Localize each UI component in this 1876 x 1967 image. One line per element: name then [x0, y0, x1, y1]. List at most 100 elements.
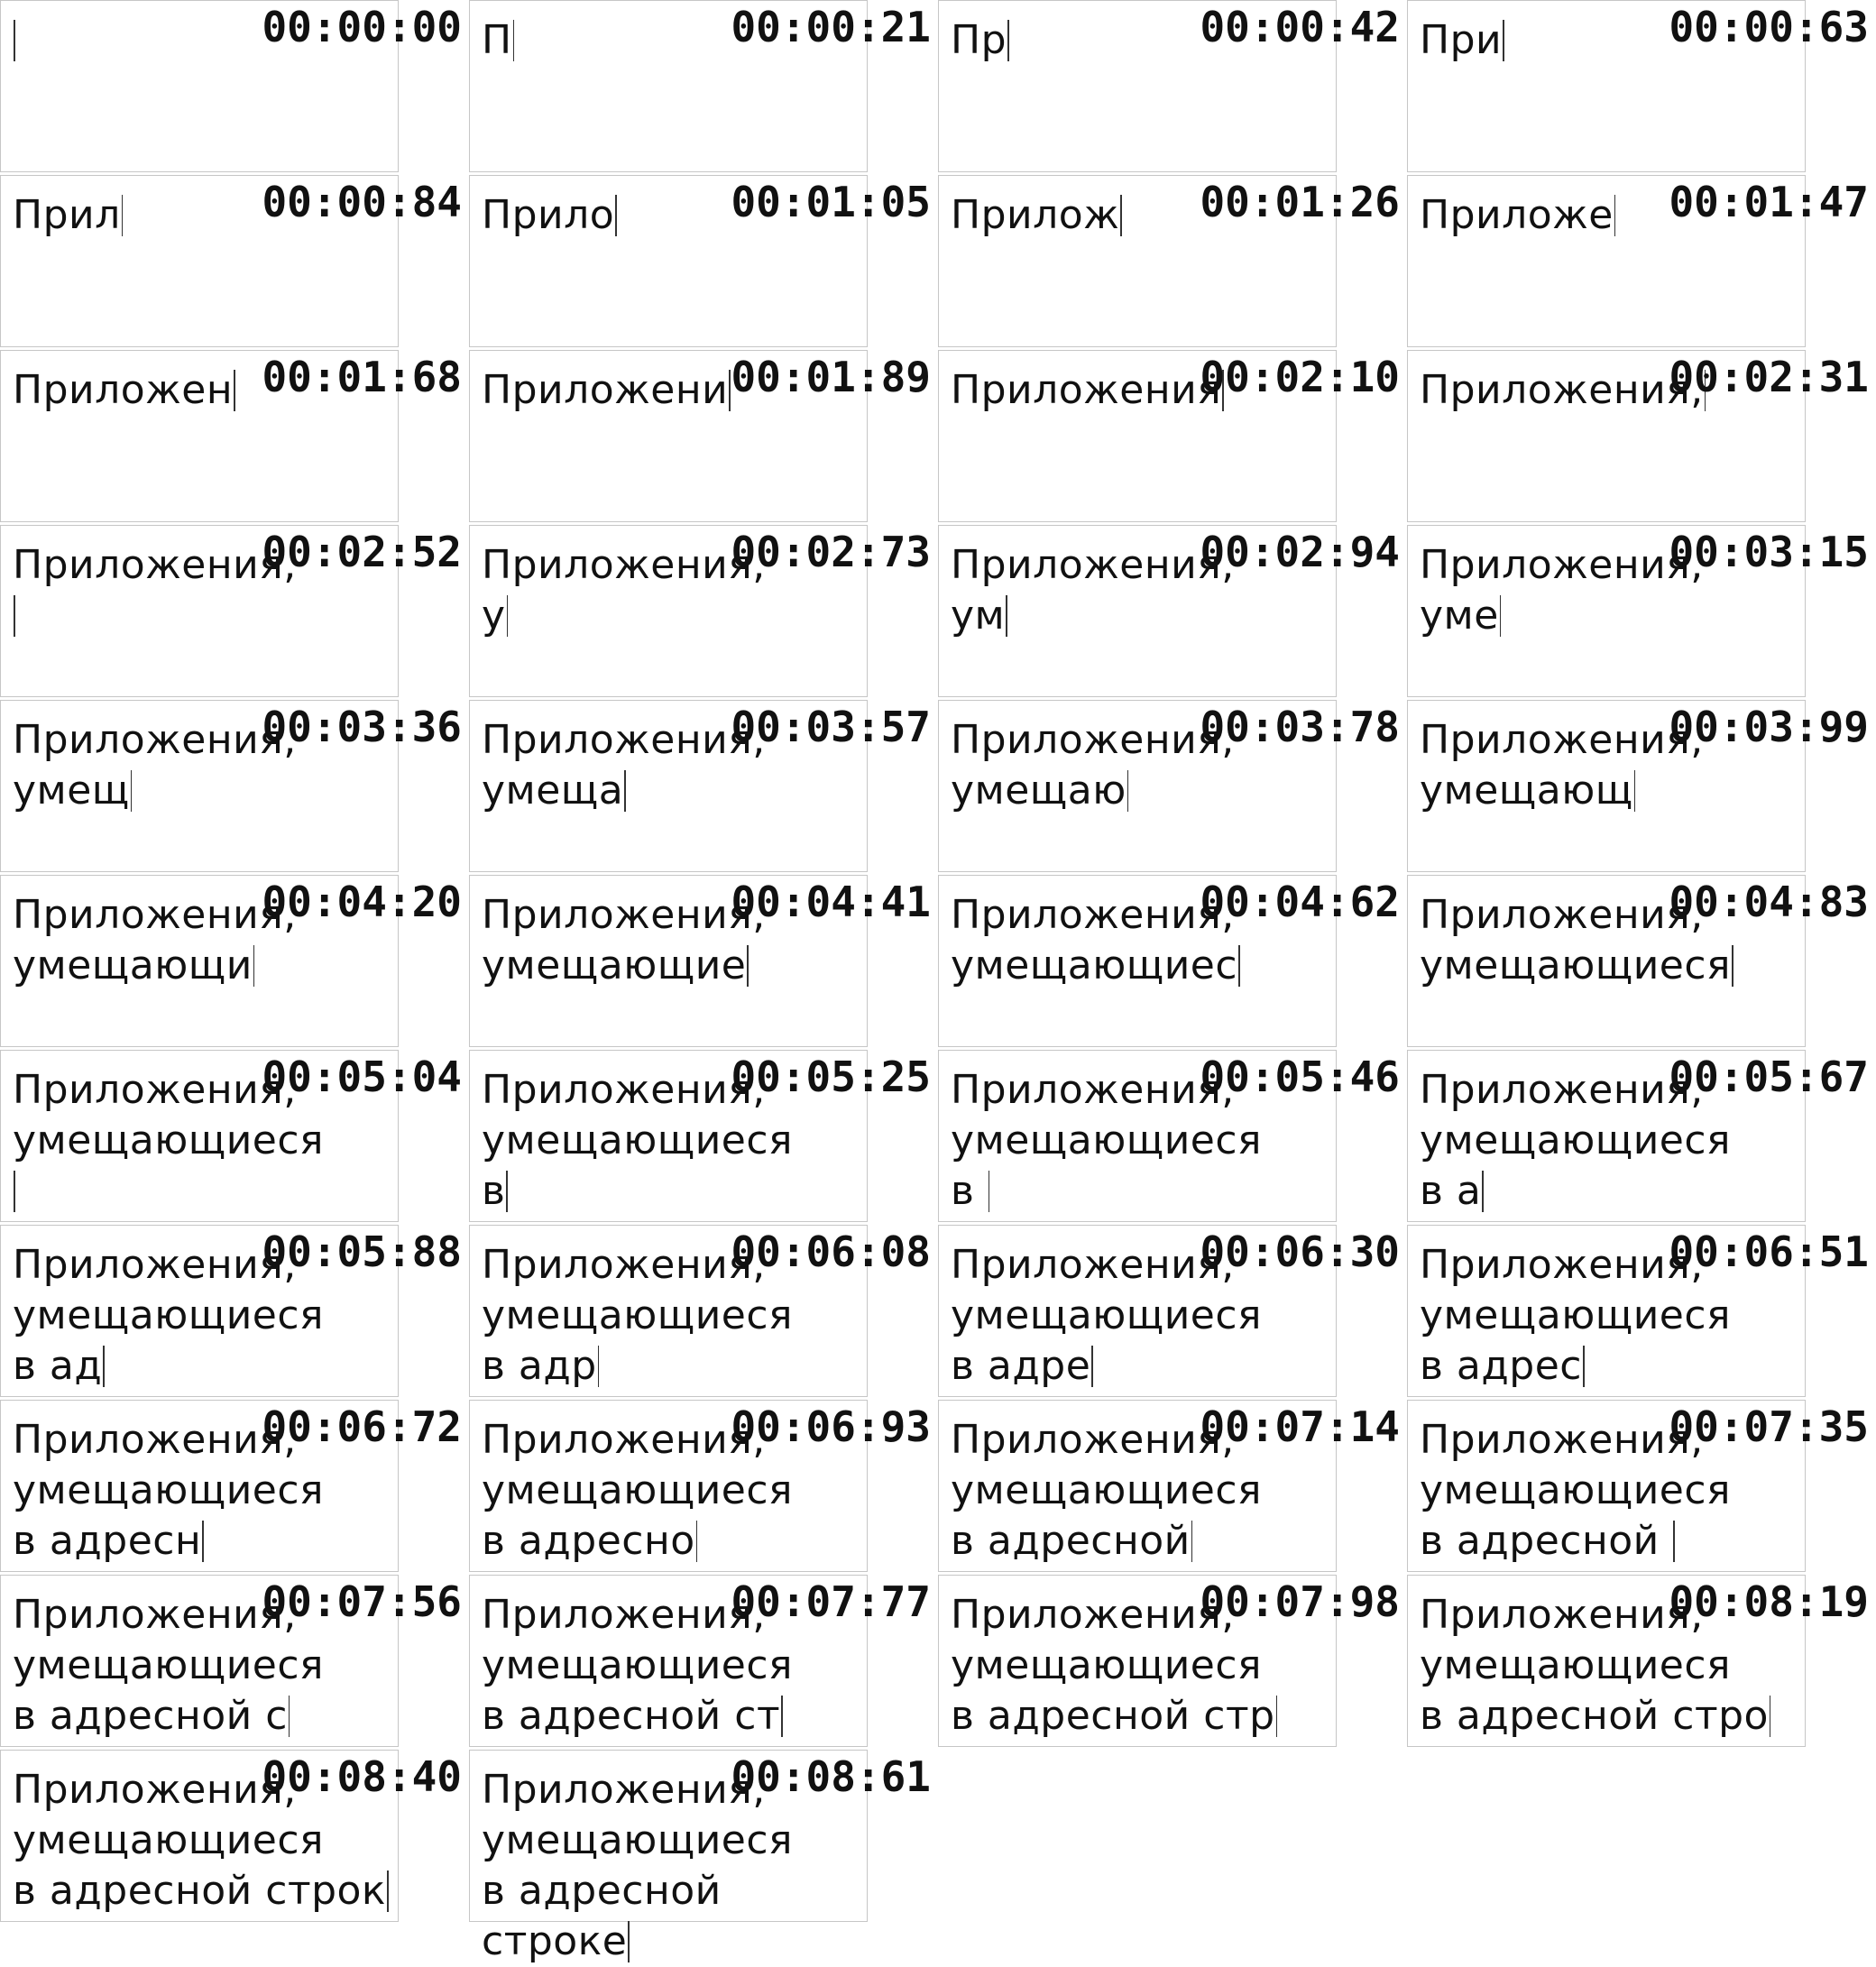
text-input-box[interactable]: Приложения, умещающиеся в адре	[938, 1225, 1337, 1397]
text-input-box[interactable]: Приложения, умещающиеся в адр	[469, 1225, 868, 1397]
text-input-box[interactable]: Приложен	[0, 350, 399, 522]
timestamp-label: 00:06:08	[731, 1227, 931, 1276]
text-input-box[interactable]: Приложения, умещ	[0, 700, 399, 872]
text-input-box[interactable]: П	[469, 0, 868, 172]
text-input-box[interactable]: Приложения, умещающиеся в а	[1407, 1050, 1806, 1222]
text-caret	[1191, 1521, 1193, 1562]
typed-text: Приложе	[1420, 190, 1807, 241]
text-input-box[interactable]: Приложения,	[0, 525, 399, 697]
timestamp-label: 00:04:83	[1669, 878, 1869, 926]
frame-cell: Приложения, умещающиеся в адрес 00:06:51	[1407, 1225, 1876, 1400]
text-input-box[interactable]: Приложения, умещающиеся в адресной стр	[938, 1575, 1337, 1747]
text-input-box[interactable]: Приложения, умещающиес	[938, 875, 1337, 1047]
text-input-box[interactable]: Приложения, умещающиеся в адресно	[469, 1400, 868, 1572]
frame-cell: Приложения, уме 00:03:15	[1407, 525, 1876, 700]
text-input-box[interactable]: Приложе	[1407, 175, 1806, 347]
text-input-box[interactable]: Приложения, умещающиеся в	[938, 1050, 1337, 1222]
timestamp-label: 00:02:52	[262, 528, 462, 576]
typed-text-content: Приложения, умещающиеся в адресной строк…	[482, 1767, 794, 1964]
text-input-box[interactable]: Приложения	[938, 350, 1337, 522]
text-caret	[1006, 595, 1007, 637]
text-input-box[interactable]: При	[1407, 0, 1806, 172]
timestamp-label: 00:03:36	[262, 703, 462, 751]
timestamp-label: 00:02:94	[1200, 528, 1400, 576]
text-input-box[interactable]: Приложения, умещающиеся в адресн	[0, 1400, 399, 1572]
timestamp-label: 00:08:19	[1669, 1577, 1869, 1626]
text-input-box[interactable]: Приложения, умещающиеся в адресной	[938, 1400, 1337, 1572]
typed-text: Приложения, уме	[1420, 540, 1807, 641]
timestamp-label: 00:06:72	[262, 1402, 462, 1451]
typed-text-content: Приложения, ум	[951, 542, 1235, 639]
timestamp-label: 00:06:93	[731, 1402, 931, 1451]
text-input-box[interactable]: Приложения, умещающиеся	[0, 1050, 399, 1222]
text-input-box[interactable]: Приложения, умещающи	[0, 875, 399, 1047]
frame-cell: Приложения, умещаю 00:03:78	[938, 700, 1407, 875]
typed-text-content: Приложения, уме	[1420, 542, 1704, 639]
typed-text: При	[1420, 15, 1807, 66]
text-input-box[interactable]: Приложения, умещающиеся в адресной ст	[469, 1575, 868, 1747]
timestamp-label: 00:03:78	[1200, 703, 1400, 751]
text-input-box[interactable]: Приложения, умещающиеся в адрес	[1407, 1225, 1806, 1397]
frame-cell: Приложения, умещающиеся в адресной стр 00…	[938, 1575, 1407, 1750]
typed-text	[13, 15, 400, 66]
text-caret	[1120, 195, 1122, 236]
timestamp-label: 00:05:46	[1200, 1052, 1400, 1101]
text-input-box[interactable]: Приложения,	[1407, 350, 1806, 522]
text-caret	[1673, 1521, 1675, 1562]
typed-text: Приложения, умещ	[13, 715, 400, 816]
typed-text-content: Приложения, умеща	[482, 717, 766, 813]
text-input-box[interactable]: Приложени	[469, 350, 868, 522]
frame-cell: При 00:00:63	[1407, 0, 1876, 175]
typed-text: П	[482, 15, 869, 66]
text-input-box[interactable]: Приложения, ум	[938, 525, 1337, 697]
text-input-box[interactable]: Приложения, умещающиеся в адресной строк	[0, 1750, 399, 1922]
text-caret	[130, 770, 133, 812]
text-input-box[interactable]: Приложения, умеща	[469, 700, 868, 872]
text-input-box[interactable]: Прилож	[938, 175, 1337, 347]
frame-cell: Приложения, умещающиеся в адре 00:06:30	[938, 1225, 1407, 1400]
frame-cell: Приложе 00:01:47	[1407, 175, 1876, 350]
typed-text: Приложения, ум	[951, 540, 1338, 641]
text-input-box[interactable]: Приложения, умещающиеся в адресной строк…	[469, 1750, 868, 1964]
timestamp-label: 00:04:41	[731, 878, 931, 926]
frame-cell: Приложения, умещающиеся в адресной ст 00:…	[469, 1575, 938, 1750]
text-input-box[interactable]: Приложения, умещающие	[469, 875, 868, 1047]
typed-text: Приложения, умещающиеся в адресной	[1420, 1415, 1807, 1567]
text-caret	[1222, 370, 1224, 411]
text-caret	[14, 20, 15, 61]
typed-text: Приложен	[13, 365, 400, 416]
text-caret	[628, 1921, 630, 1962]
typed-text: Приложения, умещающие	[482, 890, 869, 991]
text-caret	[988, 1171, 990, 1212]
frame-cell: Прил 00:00:84	[0, 175, 469, 350]
typed-text: Приложения	[951, 365, 1338, 416]
text-input-box[interactable]: Приложения, умещающиеся	[1407, 875, 1806, 1047]
typed-text: Приложения, умещающиеся в адресной с	[13, 1590, 400, 1742]
text-input-box[interactable]: Прил	[0, 175, 399, 347]
timestamp-label: 00:04:20	[262, 878, 462, 926]
typed-text: Прил	[13, 190, 400, 241]
typed-text-content: Приложен	[13, 367, 234, 413]
text-input-box[interactable]: Приложения, умещаю	[938, 700, 1337, 872]
typed-text-content: Приложения, умещающ	[1420, 717, 1704, 813]
text-input-box[interactable]: Приложения, умещающиеся в адресной стро	[1407, 1575, 1806, 1747]
timestamp-label: 00:00:84	[262, 178, 462, 226]
text-input-box[interactable]	[0, 0, 399, 172]
text-caret	[253, 945, 255, 987]
text-caret	[1732, 945, 1733, 987]
text-input-box[interactable]: Приложения, умещающ	[1407, 700, 1806, 872]
text-caret	[288, 1696, 290, 1737]
frame-cell: Приложения, умещающиеся 00:04:83	[1407, 875, 1876, 1050]
text-input-box[interactable]: Приложения, умещающиеся в ад	[0, 1225, 399, 1397]
text-input-box[interactable]: Прило	[469, 175, 868, 347]
text-input-box[interactable]: Приложения, умещающиеся в	[469, 1050, 868, 1222]
text-input-box[interactable]: Приложения, у	[469, 525, 868, 697]
text-input-box[interactable]: Приложения, умещающиеся в адресной	[1407, 1400, 1806, 1572]
text-input-box[interactable]: Пр	[938, 0, 1337, 172]
text-input-box[interactable]: Приложения, уме	[1407, 525, 1806, 697]
typed-text-content: Приложения, умещающиеся в адресной	[951, 1417, 1263, 1564]
text-input-box[interactable]: Приложения, умещающиеся в адресной с	[0, 1575, 399, 1747]
frame-cell: Приложения, умещающ 00:03:99	[1407, 700, 1876, 875]
timestamp-label: 00:03:57	[731, 703, 931, 751]
